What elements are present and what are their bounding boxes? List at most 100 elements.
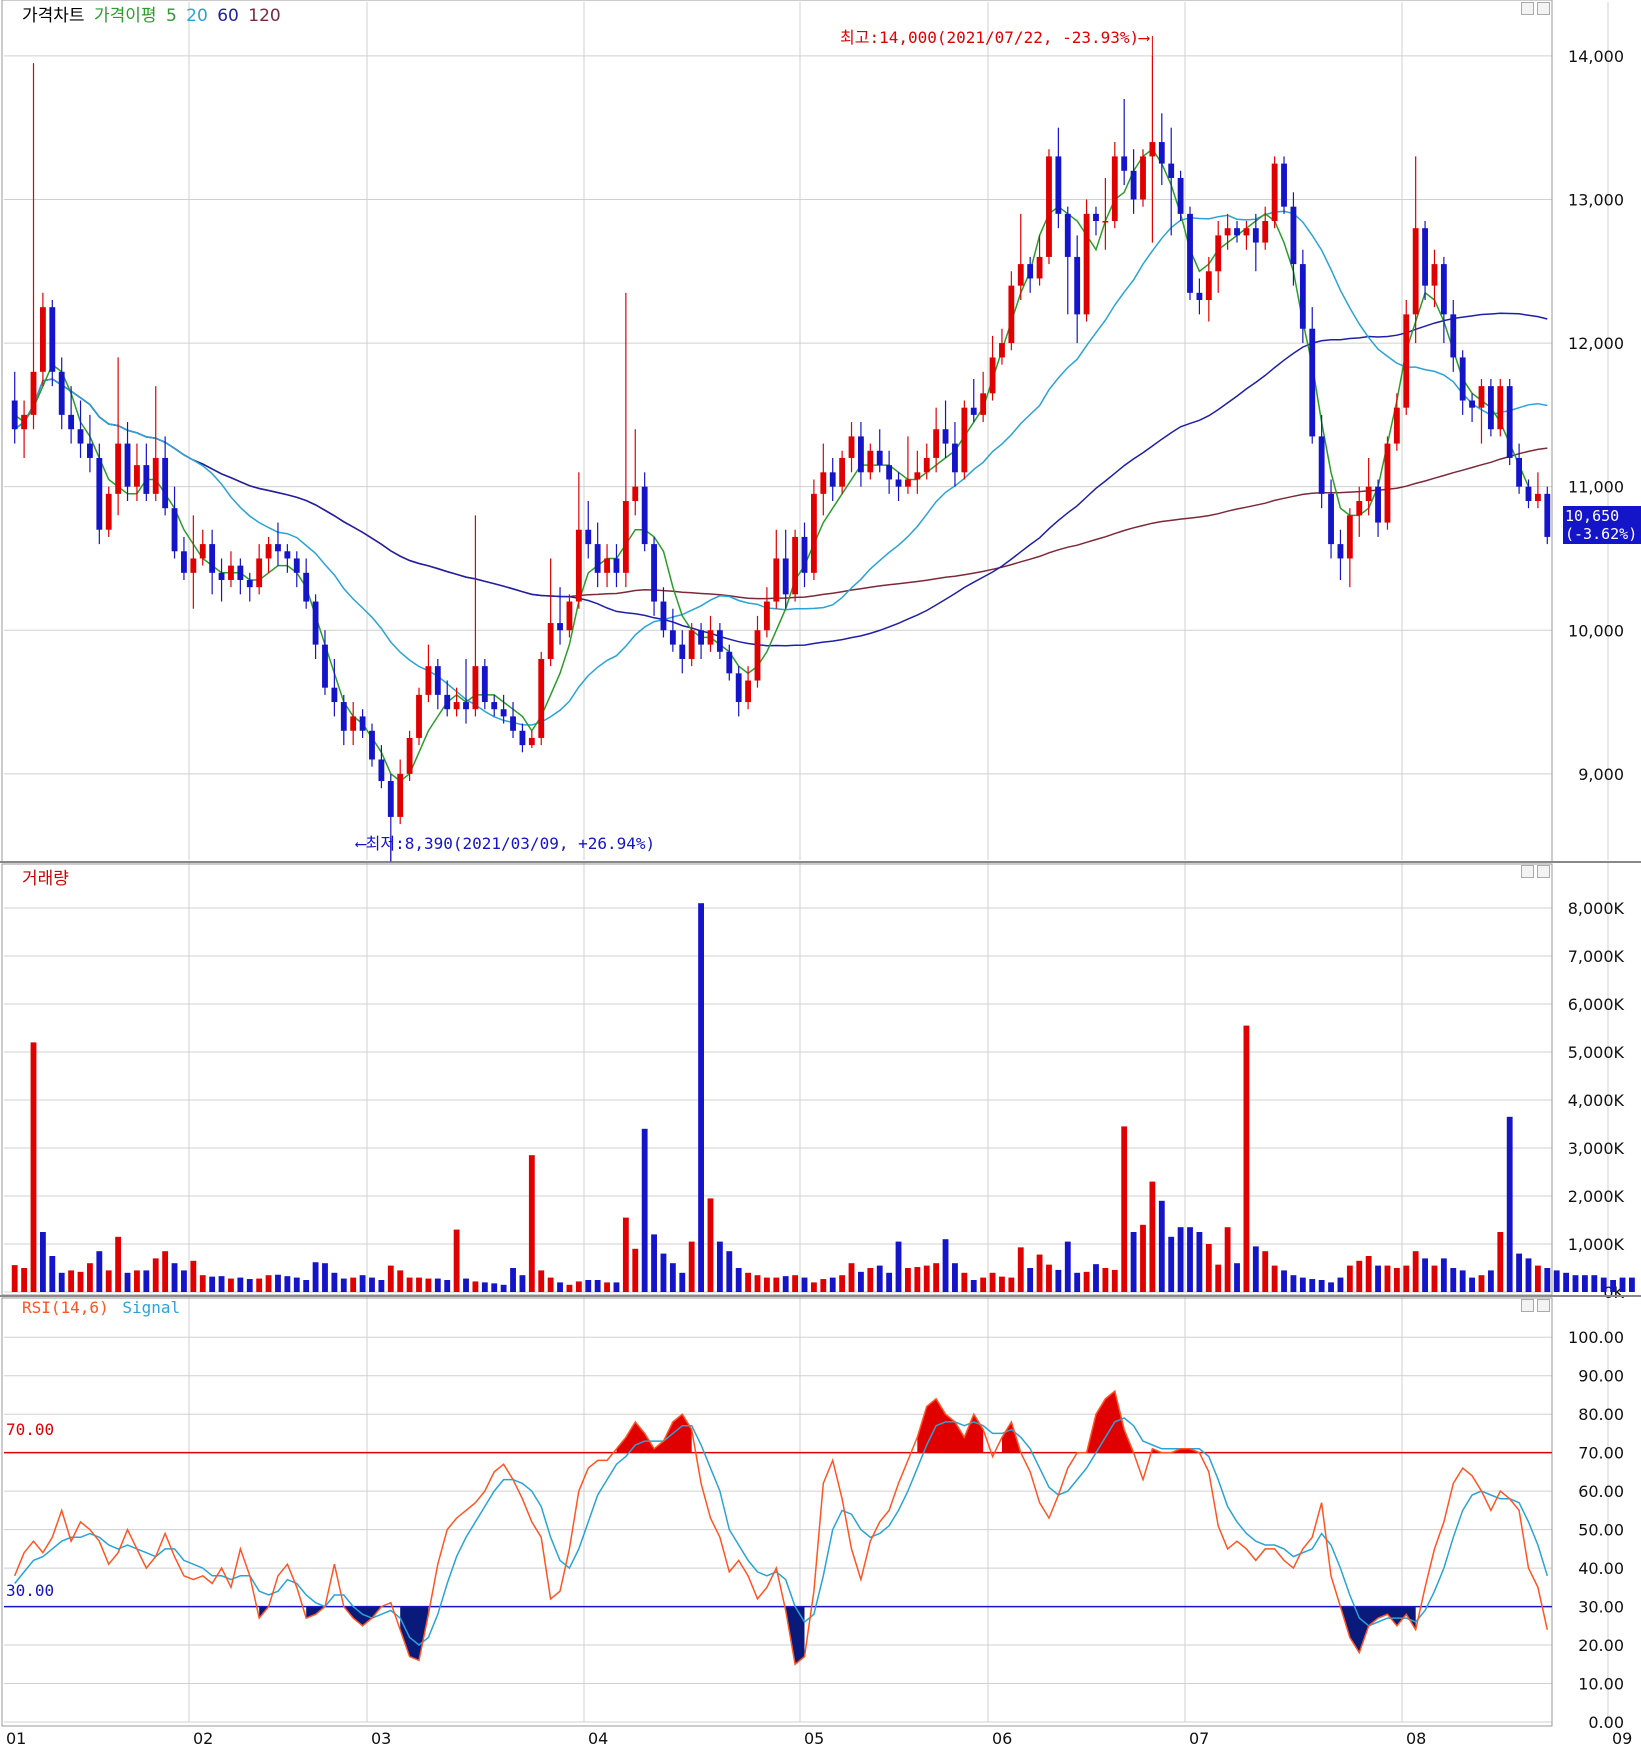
volume-bar [105, 1270, 112, 1292]
volume-bar [1008, 1277, 1015, 1292]
candle-body [1450, 314, 1457, 358]
candle-body [481, 666, 488, 703]
candle-body [115, 443, 122, 494]
candle [858, 422, 864, 487]
candle-body [1064, 213, 1071, 257]
volume-bar [1027, 1268, 1034, 1292]
candle-body [905, 479, 911, 487]
candle [754, 615, 761, 688]
candle-body [1262, 221, 1269, 243]
candle [726, 644, 733, 681]
volume-bar [1036, 1254, 1043, 1292]
candle [510, 702, 516, 738]
candle [265, 536, 272, 573]
candle [425, 644, 432, 703]
candle [1093, 206, 1099, 236]
volume-bar [1506, 1116, 1513, 1292]
candle-body [669, 630, 676, 645]
minimize-icon[interactable] [1521, 864, 1534, 878]
volume-bar [209, 1276, 216, 1292]
volume-bar [472, 1281, 479, 1292]
legend-ma60[interactable]: 60 [217, 6, 239, 26]
candle-body [322, 644, 328, 688]
candle-body [1102, 221, 1109, 223]
candle-body [1431, 264, 1438, 286]
volume-tick-label: 1,000K [1568, 1235, 1625, 1254]
volume-bar [876, 1265, 883, 1292]
month-label: 04 [588, 1729, 608, 1748]
volume-bar [1497, 1232, 1504, 1292]
close-icon[interactable] [1537, 1298, 1550, 1312]
volume-bar [1271, 1265, 1278, 1292]
candle-body [726, 651, 733, 674]
candle-body [716, 630, 723, 652]
volume-bar [218, 1276, 225, 1292]
candle-body [735, 673, 742, 703]
volume-bar [754, 1275, 761, 1292]
volume-bar [1158, 1200, 1165, 1292]
month-label: 03 [371, 1729, 391, 1748]
candle [1328, 479, 1334, 559]
candle-body [876, 450, 883, 466]
minimize-icon[interactable] [1521, 1, 1534, 15]
candle [1262, 206, 1269, 250]
candle [763, 587, 770, 638]
candle-body [256, 558, 263, 588]
candle-body [1121, 156, 1128, 171]
volume-tick-label: 6,000K [1568, 995, 1625, 1014]
volume-bar [1046, 1264, 1052, 1292]
legend-ma20[interactable]: 20 [186, 6, 208, 26]
candle [999, 328, 1005, 365]
close-icon[interactable] [1537, 864, 1550, 878]
volume-bar [1572, 1275, 1579, 1292]
candle [1544, 486, 1551, 545]
candle-body [1111, 156, 1118, 222]
candle-body [1309, 328, 1316, 437]
candle-body [1196, 292, 1203, 300]
candle-body [87, 443, 93, 458]
volume-bar [839, 1275, 846, 1292]
candle [848, 422, 855, 473]
legend-volume[interactable]: 거래량 [22, 869, 69, 889]
legend-price-chart[interactable]: 가격차트 [22, 6, 85, 26]
legend-ma5[interactable]: 5 [165, 6, 177, 26]
volume-tick-label: 5,000K [1568, 1043, 1625, 1062]
volume-bar [585, 1280, 592, 1292]
candle [322, 630, 328, 695]
candle [190, 515, 197, 609]
close-icon[interactable] [1537, 1, 1550, 15]
volume-bar [895, 1241, 902, 1292]
candle [293, 551, 300, 588]
volume-bar [1581, 1275, 1588, 1292]
candle [1525, 479, 1532, 509]
candle [1431, 249, 1438, 308]
minimize-icon[interactable] [1521, 1298, 1534, 1312]
legend-rsi[interactable]: RSI(14,6) [22, 1298, 109, 1317]
volume-bar [1450, 1268, 1457, 1292]
volume-bar [1384, 1265, 1391, 1292]
candles [11, 55, 1551, 862]
rsi-oversold-fill [1340, 1606, 1416, 1653]
candle [519, 723, 526, 753]
volume-bar [1064, 1241, 1071, 1292]
candle [350, 702, 357, 746]
legend-ma-label[interactable]: 가격이평 [93, 6, 157, 26]
candle [1281, 156, 1287, 214]
candle [1337, 529, 1344, 580]
legend-signal[interactable]: Signal [122, 1298, 181, 1317]
candle-body [1130, 170, 1137, 200]
candle [340, 694, 347, 746]
volume-bar [1262, 1251, 1269, 1292]
volume-bar [11, 1265, 18, 1292]
legend-ma120[interactable]: 120 [248, 6, 281, 26]
candle [481, 658, 488, 710]
candle [1036, 235, 1043, 286]
candle [1177, 170, 1184, 222]
volume-bar [1629, 1277, 1635, 1292]
volume-tick-label: 4,000K [1568, 1091, 1625, 1110]
candle [651, 536, 657, 616]
volume-bar [1487, 1270, 1494, 1292]
candle-body [68, 414, 75, 430]
